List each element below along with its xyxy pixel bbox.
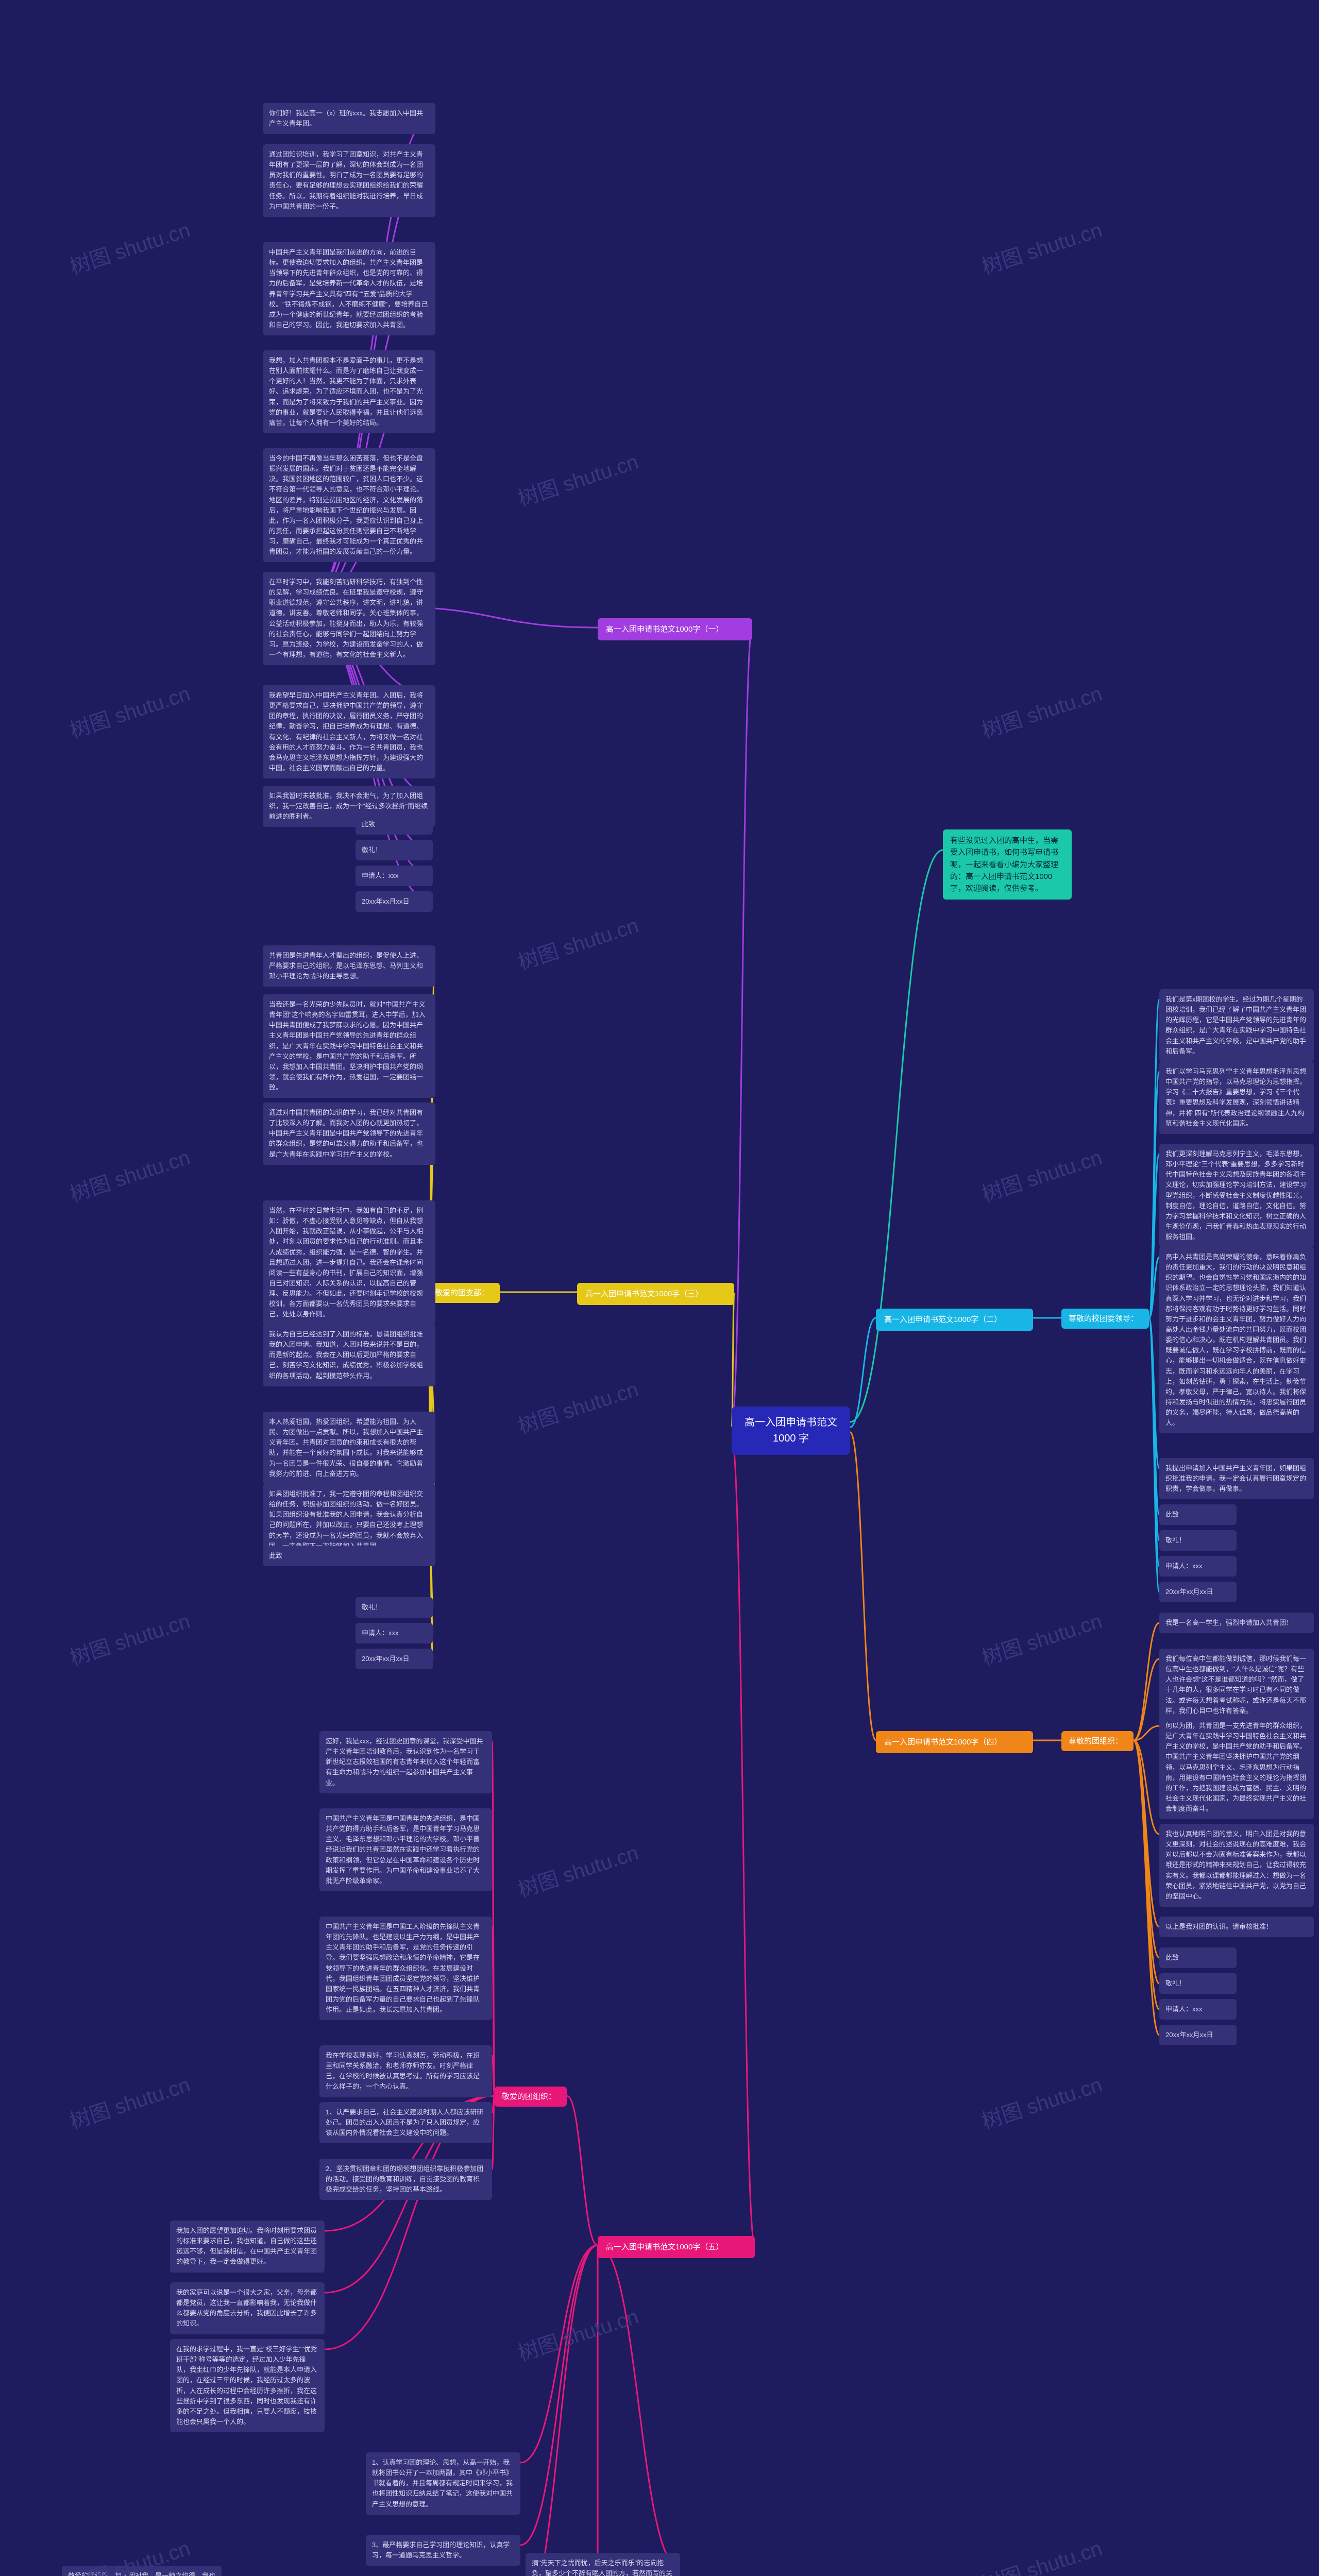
s2-label: 尊敬的校团委领导： <box>1061 1309 1149 1329</box>
watermark: 树图 shutu.cn <box>65 1604 193 1671</box>
watermark: 树图 shutu.cn <box>514 2300 641 2367</box>
watermark: 树图 shutu.cn <box>65 677 193 744</box>
s4-para-4: 以上是我对团的认识。请审核批准！ <box>1159 1917 1314 1937</box>
s5-title: 高一入团申请书范文1000字（五） <box>598 2236 755 2258</box>
s5-mid-1: 我的家庭可以说是一个很大之家，父亲，母亲都都是党员，这让我一直都影响着我，无论我… <box>170 2282 325 2334</box>
watermark: 树图 shutu.cn <box>514 909 641 976</box>
watermark: 树图 shutu.cn <box>65 2068 193 2135</box>
watermark: 树图 shutu.cn <box>977 2532 1105 2576</box>
watermark: 树图 shutu.cn <box>977 1604 1105 1671</box>
s3-para-0: 共青团是先进青年人才辈出的组织，是促使人上进、严格要求自己的组织。是以毛泽东思想… <box>263 945 435 987</box>
watermark: 树图 shutu.cn <box>514 445 641 512</box>
s5-extra: 摘"先天下之忧而忧，后天之乐而乐"的志向抱负，望多少个不辞有眠人团的方，若然而写… <box>526 2553 680 2576</box>
s1-para-1: 通过团知识培训，我学习了团章知识，对共产主义青年团有了更深一层的了解，深切的体会… <box>263 144 435 217</box>
s3-para-3: 当然，在平时的日常生活中，我如有自己的不足，例如：骄傲，不虚心接受别人意见等缺点… <box>263 1200 435 1325</box>
s5-mid-0: 我加入团的愿望更加迫切。我将时刻用要求团员的标准来要求自己，我也知道，自己做的这… <box>170 2221 325 2273</box>
watermark: 树图 shutu.cn <box>977 677 1105 744</box>
s1-para-6: 我希望早日加入中国共产主义青年团。入团后，我将更严格要求自己，坚决拥护中国共产党… <box>263 685 435 778</box>
s4-para-6: 敬礼！ <box>1159 1973 1237 1994</box>
s1-para-2: 中国共产主义青年团是我们前进的方向，前进的目标。更使我迫切要求加入的组织。共产主… <box>263 242 435 335</box>
watermark: 树图 shutu.cn <box>65 1141 193 1208</box>
s4-label: 尊敬的团组织： <box>1061 1731 1134 1751</box>
s2-title: 高一入团申请书范文1000字（二） <box>876 1309 1033 1331</box>
intro-node: 有些没见过入团的高中生，当需要入团申请书，如何书写申请书呢，一起来看看小编为大家… <box>943 829 1072 900</box>
watermark: 树图 shutu.cn <box>514 1372 641 1439</box>
s2-para-4: 我提出申请加入中国共产主义青年团，如果团组织批准我的申请，我一定会认真履行团章规… <box>1159 1458 1314 1499</box>
s2-para-3: 高中入共青团是高尚荣耀的使命，意味着你肩负的责任更加重大，我们的行动的决议明民意… <box>1159 1247 1314 1433</box>
s5-post-1: 3、最严格要求自己学习团的理论知识，认真学习，每一道题马克思主义哲学。 <box>366 2535 520 2566</box>
s4-para-7: 申请人：xxx <box>1159 1999 1237 2020</box>
s3-para-4: 我认为自己已经达到了入团的标准，恳请团组织批准我的入团申请。我知道，入团对我来说… <box>263 1324 435 1386</box>
s5-pre-5: 2、坚决贯彻团章和团的纲领想团组织靠拢积极参加团的活动。接受团的教育和训练，自觉… <box>319 2159 492 2200</box>
s3-para-10: 20xx年xx月xx日 <box>356 1649 433 1669</box>
s5-pre-2: 中国共产主义青年团是中国工人阶级的先锋队主义青年团的先锋队。也是建设以生产力为纲… <box>319 1917 492 2020</box>
s5-mid-2: 在我的求学过程中，我一直是"校三好学生""优秀班干部"称号等等的选定，经过加入少… <box>170 2339 325 2432</box>
s5-post-0: 1、认真学习团的理论、思想，从高一开始，我就将团书公开了一本加两副，其中《邓小平… <box>366 2452 520 2515</box>
s4-para-1: 我们每位高中生都能做到诚信，那时候我们每一位高中生也都能做到，"人什么是诚信"呢… <box>1159 1649 1314 1721</box>
s4-para-5: 此致 <box>1159 1947 1237 1968</box>
s2-para-8: 20xx年xx月xx日 <box>1159 1582 1237 1602</box>
watermark: 树图 shutu.cn <box>977 1141 1105 1208</box>
s3-title: 高一入团申请书范文1000字（三） <box>577 1283 734 1305</box>
s3-para-2: 通过对中国共青团的知识的学习，我已经对共青团有了比较深入的了解。而我对入团的心就… <box>263 1103 435 1165</box>
watermark: 树图 shutu.cn <box>65 213 193 280</box>
s1-para-11: 20xx年xx月xx日 <box>356 891 433 912</box>
s2-para-2: 我们更深刻理解马克思列宁主义，毛泽东思想，邓小平理论"三个代表"重要思想，多多学… <box>1159 1144 1314 1247</box>
s3-label: 敬爱的团支部： <box>428 1283 500 1303</box>
watermark: 树图 shutu.cn <box>514 1836 641 1903</box>
s1-para-0: 你们好！我是高一（x）班的xxx。我志愿加入中国共产主义青年团。 <box>263 103 435 134</box>
s1-para-3: 我想，加入共青团根本不是爱面子的事儿，更不是想在别人面前炫耀什么。而是为了磨练自… <box>263 350 435 433</box>
s4-para-0: 我是一名高一学生，强烈申请加入共青团！ <box>1159 1613 1314 1633</box>
s4-para-8: 20xx年xx月xx日 <box>1159 2025 1237 2045</box>
s4-para-2: 何以为团，共青团是一支先进青年的群众组织，是广大青年在实践中学习中国特色社会主义… <box>1159 1716 1314 1819</box>
s2-para-7: 申请人：xxx <box>1159 1556 1237 1577</box>
s2-para-5: 此致 <box>1159 1504 1237 1525</box>
s3-para-1: 当我还是一名光荣的少先队员时，就对"中国共产主义青年团"这个响亮的名字如雷贯耳，… <box>263 994 435 1098</box>
s5-footer-lead: 敬爱的团组织，加入团对我，是一种之约得，我也坚信团组织之完全完善的如抗极，关心和… <box>62 2566 222 2576</box>
watermark: 树图 shutu.cn <box>977 2068 1105 2135</box>
s5-pre-1: 中国共产主义青年团是中国青年的先进组织，是中国共产党的得力助手和后备军，是中国青… <box>319 1808 492 1891</box>
s1-para-9: 敬礼！ <box>356 840 433 860</box>
s5-pre-4: 1、认严要求自己，社会主义建设时期人人都应该研研处己。团员的出入入团后不是为了只… <box>319 2102 492 2143</box>
s2-para-1: 我们以学习马克思列宁主义青年思想毛泽东思想中国共产党的指导，以马克思理论为思想指… <box>1159 1061 1314 1134</box>
s1-para-10: 申请人：xxx <box>356 866 433 886</box>
s5-label: 敬爱的团组织： <box>495 2087 567 2107</box>
s4-title: 高一入团申请书范文1000字（四） <box>876 1731 1033 1753</box>
s2-para-6: 敬礼！ <box>1159 1530 1237 1551</box>
s3-para-5: 本人热爱祖国，热爱团组织，希望能为祖国、为人民、为团做出一点贡献。所以，我想加入… <box>263 1412 435 1484</box>
s2-para-0: 我们是第x期团校的学生。经过为期几个星期的团校培训，我们已经了解了中国共产主义青… <box>1159 989 1314 1062</box>
s3-para-7: 此致 <box>263 1546 435 1566</box>
s3-para-8: 敬礼！ <box>356 1597 433 1618</box>
s3-para-9: 申请人：xxx <box>356 1623 433 1643</box>
s5-pre-0: 您好，我是xxx，经过团史团章的课堂，我深受中国共产主义青年团培训教育后，我认识… <box>319 1731 492 1793</box>
s1-para-5: 在平时学习中，我能刻苦钻研科学技巧，有独到个性的见解，学习成绩优良。在班里我是遵… <box>263 572 435 665</box>
watermark: 树图 shutu.cn <box>977 213 1105 280</box>
s5-pre-3: 我在学校表现良好，学习认真刻苦，劳动积极，在班里和同学关系融洽，和老师亦师亦友。… <box>319 2045 492 2097</box>
s1-para-8: 此致 <box>356 814 433 835</box>
s1-para-4: 当今的中国不再像当年那么困苦衰落，但也不是全盘振兴发展的国家。我们对于贫困还是不… <box>263 448 435 562</box>
root-node: 高一入团申请书范文1000 字 <box>732 1406 850 1455</box>
s1-title: 高一入团申请书范文1000字（一） <box>598 618 752 640</box>
s4-para-3: 我也认真地明白团的意义，明白入团是对我的意义更深刻，对社会的述说现在的高难度难，… <box>1159 1824 1314 1907</box>
